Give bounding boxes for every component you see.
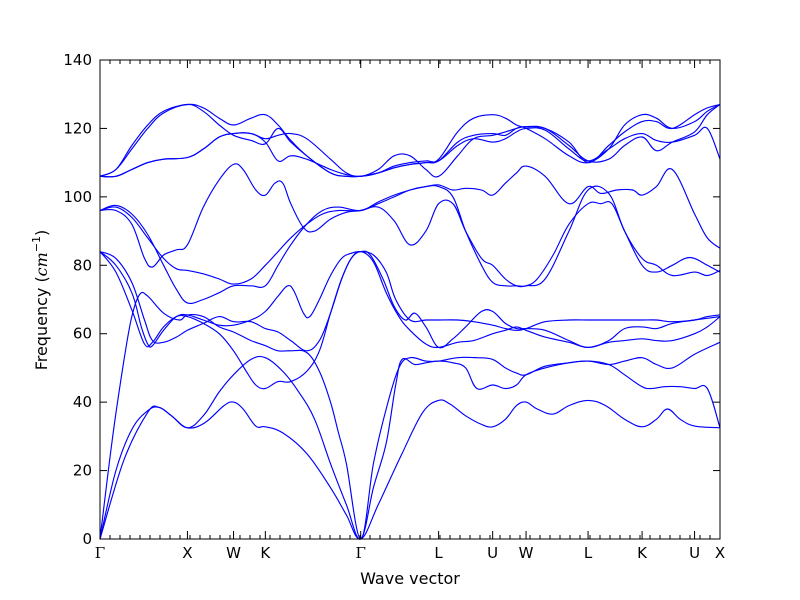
- band-10: [99, 126, 721, 178]
- band-13: [99, 103, 721, 178]
- x-tick-label: X: [715, 544, 725, 562]
- y-tick-label: 40: [73, 393, 92, 411]
- x-tick-label: Γ: [95, 544, 105, 562]
- band-5: [99, 250, 721, 352]
- y-tick-label: 100: [63, 188, 92, 206]
- y-tick-label: 120: [63, 119, 92, 137]
- x-tick-label: K: [637, 544, 648, 562]
- band-9: [99, 165, 721, 304]
- y-tick-label: 0: [82, 530, 92, 548]
- y-tick-label: 140: [63, 51, 92, 69]
- band-3: [99, 291, 721, 540]
- band-1: [99, 399, 721, 540]
- x-tick-label: X: [182, 544, 192, 562]
- x-tick-label: W: [519, 544, 534, 562]
- band-8: [99, 185, 721, 287]
- y-axis-ticks: 0 20 40 60 80 100 120 140: [63, 51, 720, 548]
- y-tick-label: 20: [73, 462, 92, 480]
- x-axis-label: Wave vector: [360, 569, 460, 588]
- band-12: [99, 103, 721, 178]
- x-tick-label: L: [584, 544, 593, 562]
- x-tick-label: W: [226, 544, 241, 562]
- y-tick-label: 60: [73, 325, 92, 343]
- x-tick-label: U: [689, 544, 700, 562]
- x-tick-label: U: [487, 544, 498, 562]
- y-tick-label: 80: [73, 256, 92, 274]
- band-11: [99, 104, 721, 178]
- plot-frame: [99, 59, 721, 540]
- y-axis-label: Frequency (cm−1): [30, 230, 51, 371]
- band-6: [99, 250, 721, 348]
- band-2: [99, 355, 721, 540]
- band-lines: [99, 103, 721, 540]
- x-tick-label: L: [434, 544, 443, 562]
- band-7: [99, 163, 721, 288]
- x-minor-ticks: [109, 60, 711, 539]
- x-tick-label: Γ: [356, 544, 366, 562]
- x-tick-label: K: [260, 544, 271, 562]
